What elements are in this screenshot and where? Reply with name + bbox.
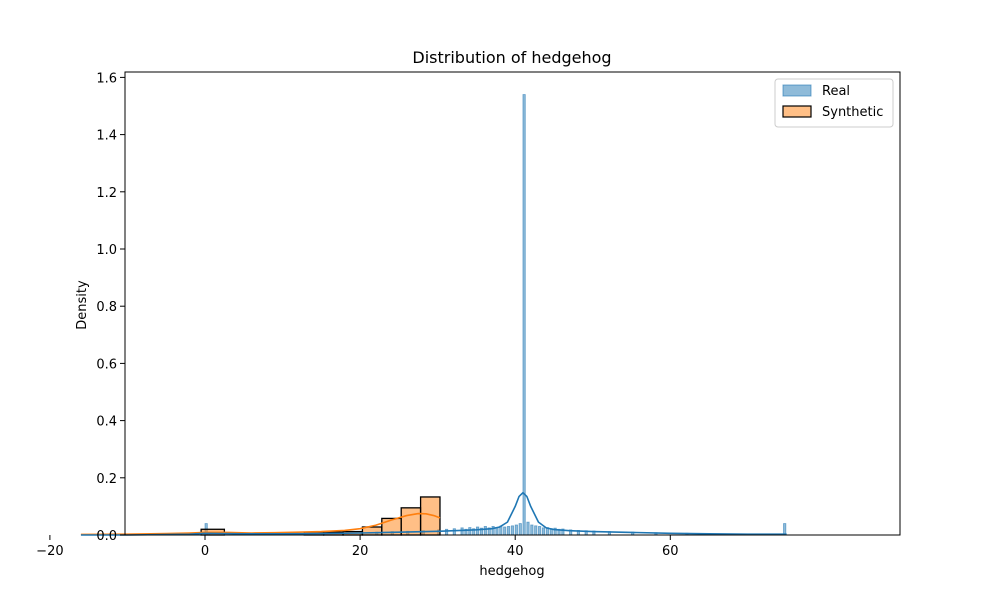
y-axis-label: Density xyxy=(75,280,90,330)
real-bar-33 xyxy=(538,526,542,536)
real-histogram xyxy=(204,94,787,536)
chart-title: Distribution of hedgehog xyxy=(412,48,611,67)
x-tick-label-3: 40 xyxy=(507,544,524,559)
real-bar-26 xyxy=(510,525,515,536)
real-bar-32 xyxy=(534,525,538,536)
real-bar-13 xyxy=(460,527,464,536)
real-bar-30 xyxy=(526,521,530,536)
real-bar-17 xyxy=(476,526,480,536)
real-bar-27 xyxy=(514,524,518,536)
real-bar-50 xyxy=(783,523,787,536)
y-tick-label-6: 1.2 xyxy=(96,186,117,201)
legend-real-label: Real xyxy=(822,84,850,99)
y-tick-label-2: 0.4 xyxy=(96,415,117,430)
real-bar-29 xyxy=(522,94,526,536)
real-bar-34 xyxy=(541,527,546,536)
x-tick-label-0: −20 xyxy=(36,544,63,559)
plot-frame xyxy=(124,71,901,536)
real-bar-22 xyxy=(495,527,499,536)
x-tick-label-1: 0 xyxy=(201,544,209,559)
synthetic-kde-line xyxy=(80,512,441,536)
y-tick-label-4: 0.8 xyxy=(96,300,117,315)
real-bar-15 xyxy=(468,527,472,536)
real-bar-28 xyxy=(518,523,522,536)
y-tick-label-1: 0.2 xyxy=(96,472,117,487)
legend-synthetic-label: Synthetic xyxy=(822,105,883,120)
x-tick-label-4: 60 xyxy=(662,544,679,559)
legend: Real Synthetic xyxy=(774,78,894,128)
real-kde-line xyxy=(80,491,787,536)
real-bar-12 xyxy=(452,528,456,536)
legend-synthetic-swatch xyxy=(782,105,812,118)
legend-real-swatch xyxy=(782,84,812,97)
real-bar-24 xyxy=(503,526,507,536)
real-bar-31 xyxy=(530,524,534,536)
real-bar-19 xyxy=(483,526,487,536)
y-tick-label-0: 0.0 xyxy=(96,529,117,544)
kde-lines xyxy=(80,491,787,536)
x-axis-label: hedgehog xyxy=(479,564,544,579)
y-tick-label-8: 1.6 xyxy=(96,71,117,86)
x-tick-label-2: 20 xyxy=(352,544,369,559)
y-tick-label-7: 1.4 xyxy=(96,129,117,144)
real-bar-25 xyxy=(507,526,511,536)
y-tick-label-5: 1.0 xyxy=(96,243,117,258)
axes: −20 0 20 40 60 0.0 0.2 0.4 0.6 0.8 1.0 1.2 1.4 1.6 xyxy=(36,71,901,559)
y-tick-label-3: 0.6 xyxy=(96,357,117,372)
